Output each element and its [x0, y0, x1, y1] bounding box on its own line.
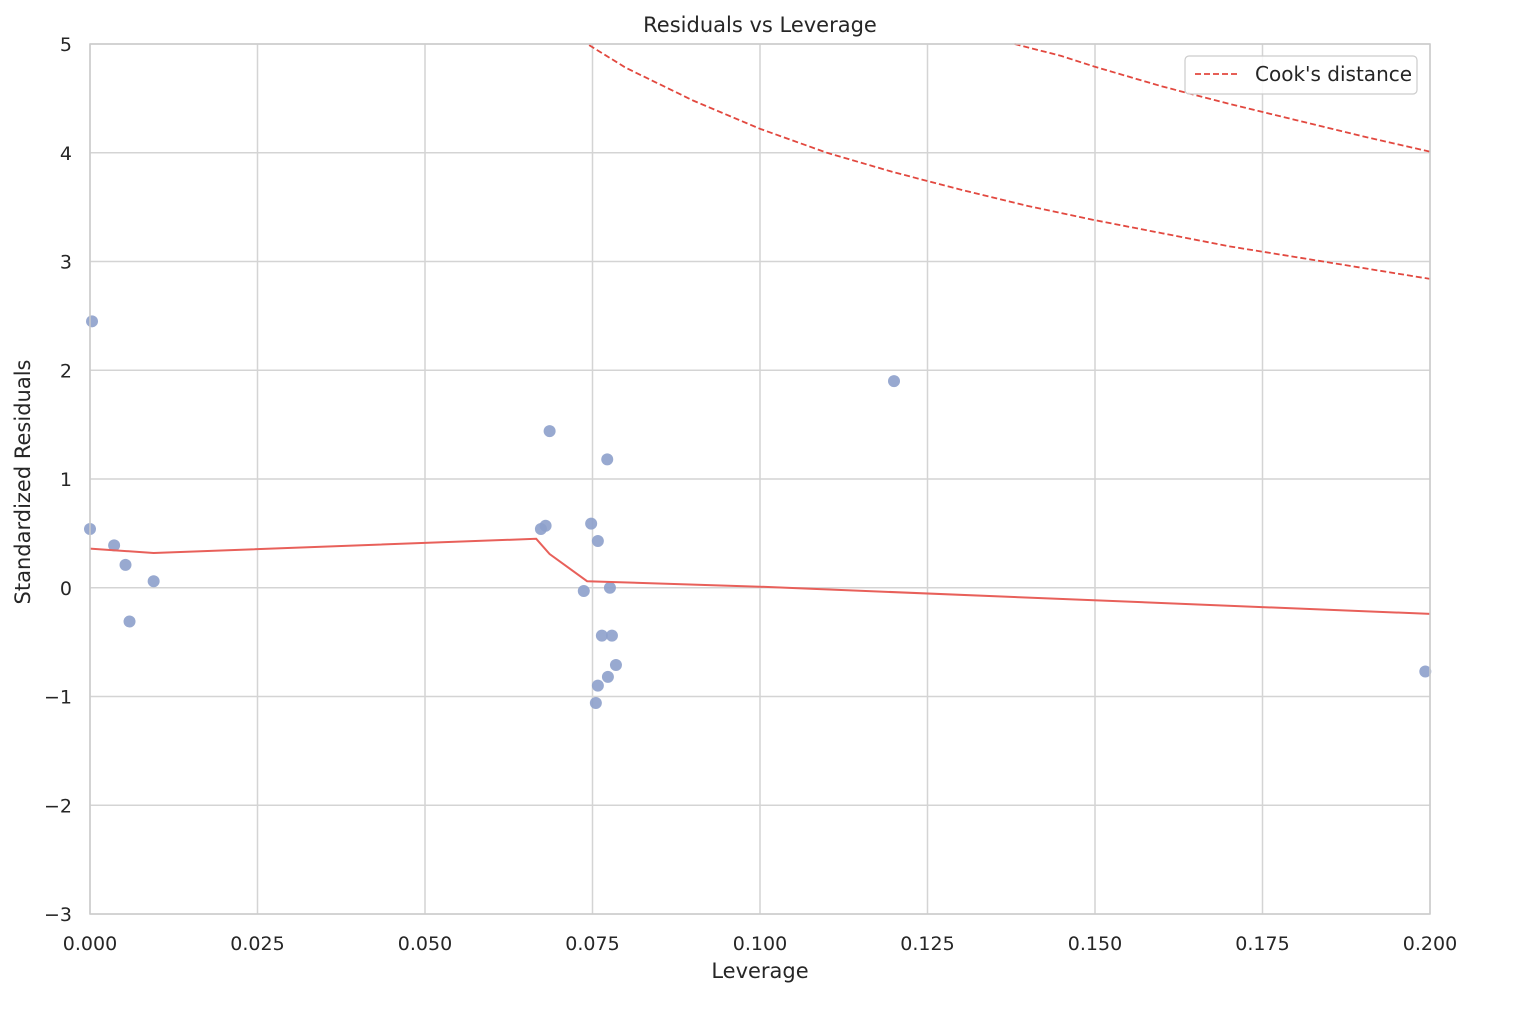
data-point [601, 670, 614, 683]
data-point [108, 539, 121, 552]
data-point [585, 517, 598, 530]
y-tick-labels: −3 −2 −1 0 1 2 3 4 5 [44, 34, 72, 926]
data-point [591, 534, 604, 547]
y-tick-label: 4 [60, 143, 72, 165]
y-tick-label: 0 [60, 578, 72, 600]
trend-line [89, 537, 1431, 615]
x-tick-label: 0.050 [398, 933, 452, 955]
data-point [577, 585, 590, 598]
y-tick-label: −2 [44, 795, 72, 817]
x-tick-label: 0.000 [63, 933, 117, 955]
data-point [1419, 665, 1432, 678]
x-tick-label: 0.025 [230, 933, 284, 955]
x-tick-label: 0.125 [900, 933, 954, 955]
y-tick-label: −3 [44, 904, 72, 926]
data-point [603, 581, 616, 594]
y-tick-label: 2 [60, 360, 72, 382]
x-tick-label: 0.075 [565, 933, 619, 955]
data-point [589, 697, 602, 710]
data-point [888, 375, 900, 388]
data-point [609, 658, 622, 671]
chart-title: Residuals vs Leverage [643, 13, 877, 37]
y-axis-label: Standardized Residuals [11, 360, 35, 605]
legend-box [1184, 55, 1418, 95]
data-point [591, 679, 604, 692]
data-point [543, 425, 556, 438]
data-point [605, 629, 618, 642]
legend: Cook's distance [1184, 55, 1418, 95]
y-tick-label: 5 [60, 34, 72, 56]
data-point [119, 558, 132, 571]
data-point [147, 575, 160, 588]
y-tick-label: −1 [44, 687, 72, 709]
cooks-distance-curve [588, 44, 1431, 280]
x-tick-label: 0.175 [1235, 933, 1289, 955]
data-point [595, 629, 608, 642]
x-tick-label: 0.150 [1068, 933, 1122, 955]
data-point [601, 453, 614, 466]
x-tick-label: 0.100 [733, 933, 787, 955]
y-tick-label: 3 [60, 252, 72, 274]
data-point [86, 315, 99, 328]
x-tick-labels: 0.000 0.025 0.050 0.075 0.100 0.125 0.150 0.175… [63, 933, 1457, 955]
data-point [539, 519, 552, 532]
data-point [123, 615, 136, 628]
x-axis-label: Leverage [711, 959, 808, 983]
y-tick-label: 1 [60, 469, 72, 491]
legend-label-cooks-distance: Cook's distance [1255, 62, 1412, 86]
plot-frame [89, 43, 1431, 915]
x-tick-label: 0.200 [1403, 933, 1457, 955]
cooks-distance-curve [1014, 43, 1431, 153]
